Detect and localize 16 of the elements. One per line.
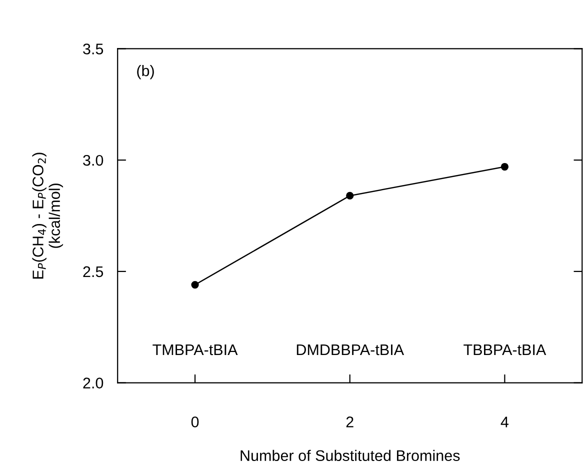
annotation: TBBPA-tBIA [464,344,546,356]
x-axis-title: Number of Substituted Bromines [240,450,460,462]
y-tick-label: 3.5 [83,44,104,54]
y-tick-label: 2.0 [83,378,104,388]
point [500,162,509,171]
annotation: DMDBBPA-tBIA [296,344,404,356]
x-tick-label: 4 [500,416,508,428]
x-tick-label: 0 [191,416,199,428]
y-tick-label: 2.5 [83,266,104,278]
annotation: TMBPA-tBIA [152,344,238,356]
annotation: (b) [137,64,154,80]
point [191,280,199,289]
text: E$_{P}$(CH$_{4}$) - E$_{P}$(CO$_{2}$) (kcal/mol) [32,152,64,279]
y-tick-label: 3.0 [83,154,104,166]
point [346,192,354,200]
x-tick-label: 2 [346,416,354,428]
